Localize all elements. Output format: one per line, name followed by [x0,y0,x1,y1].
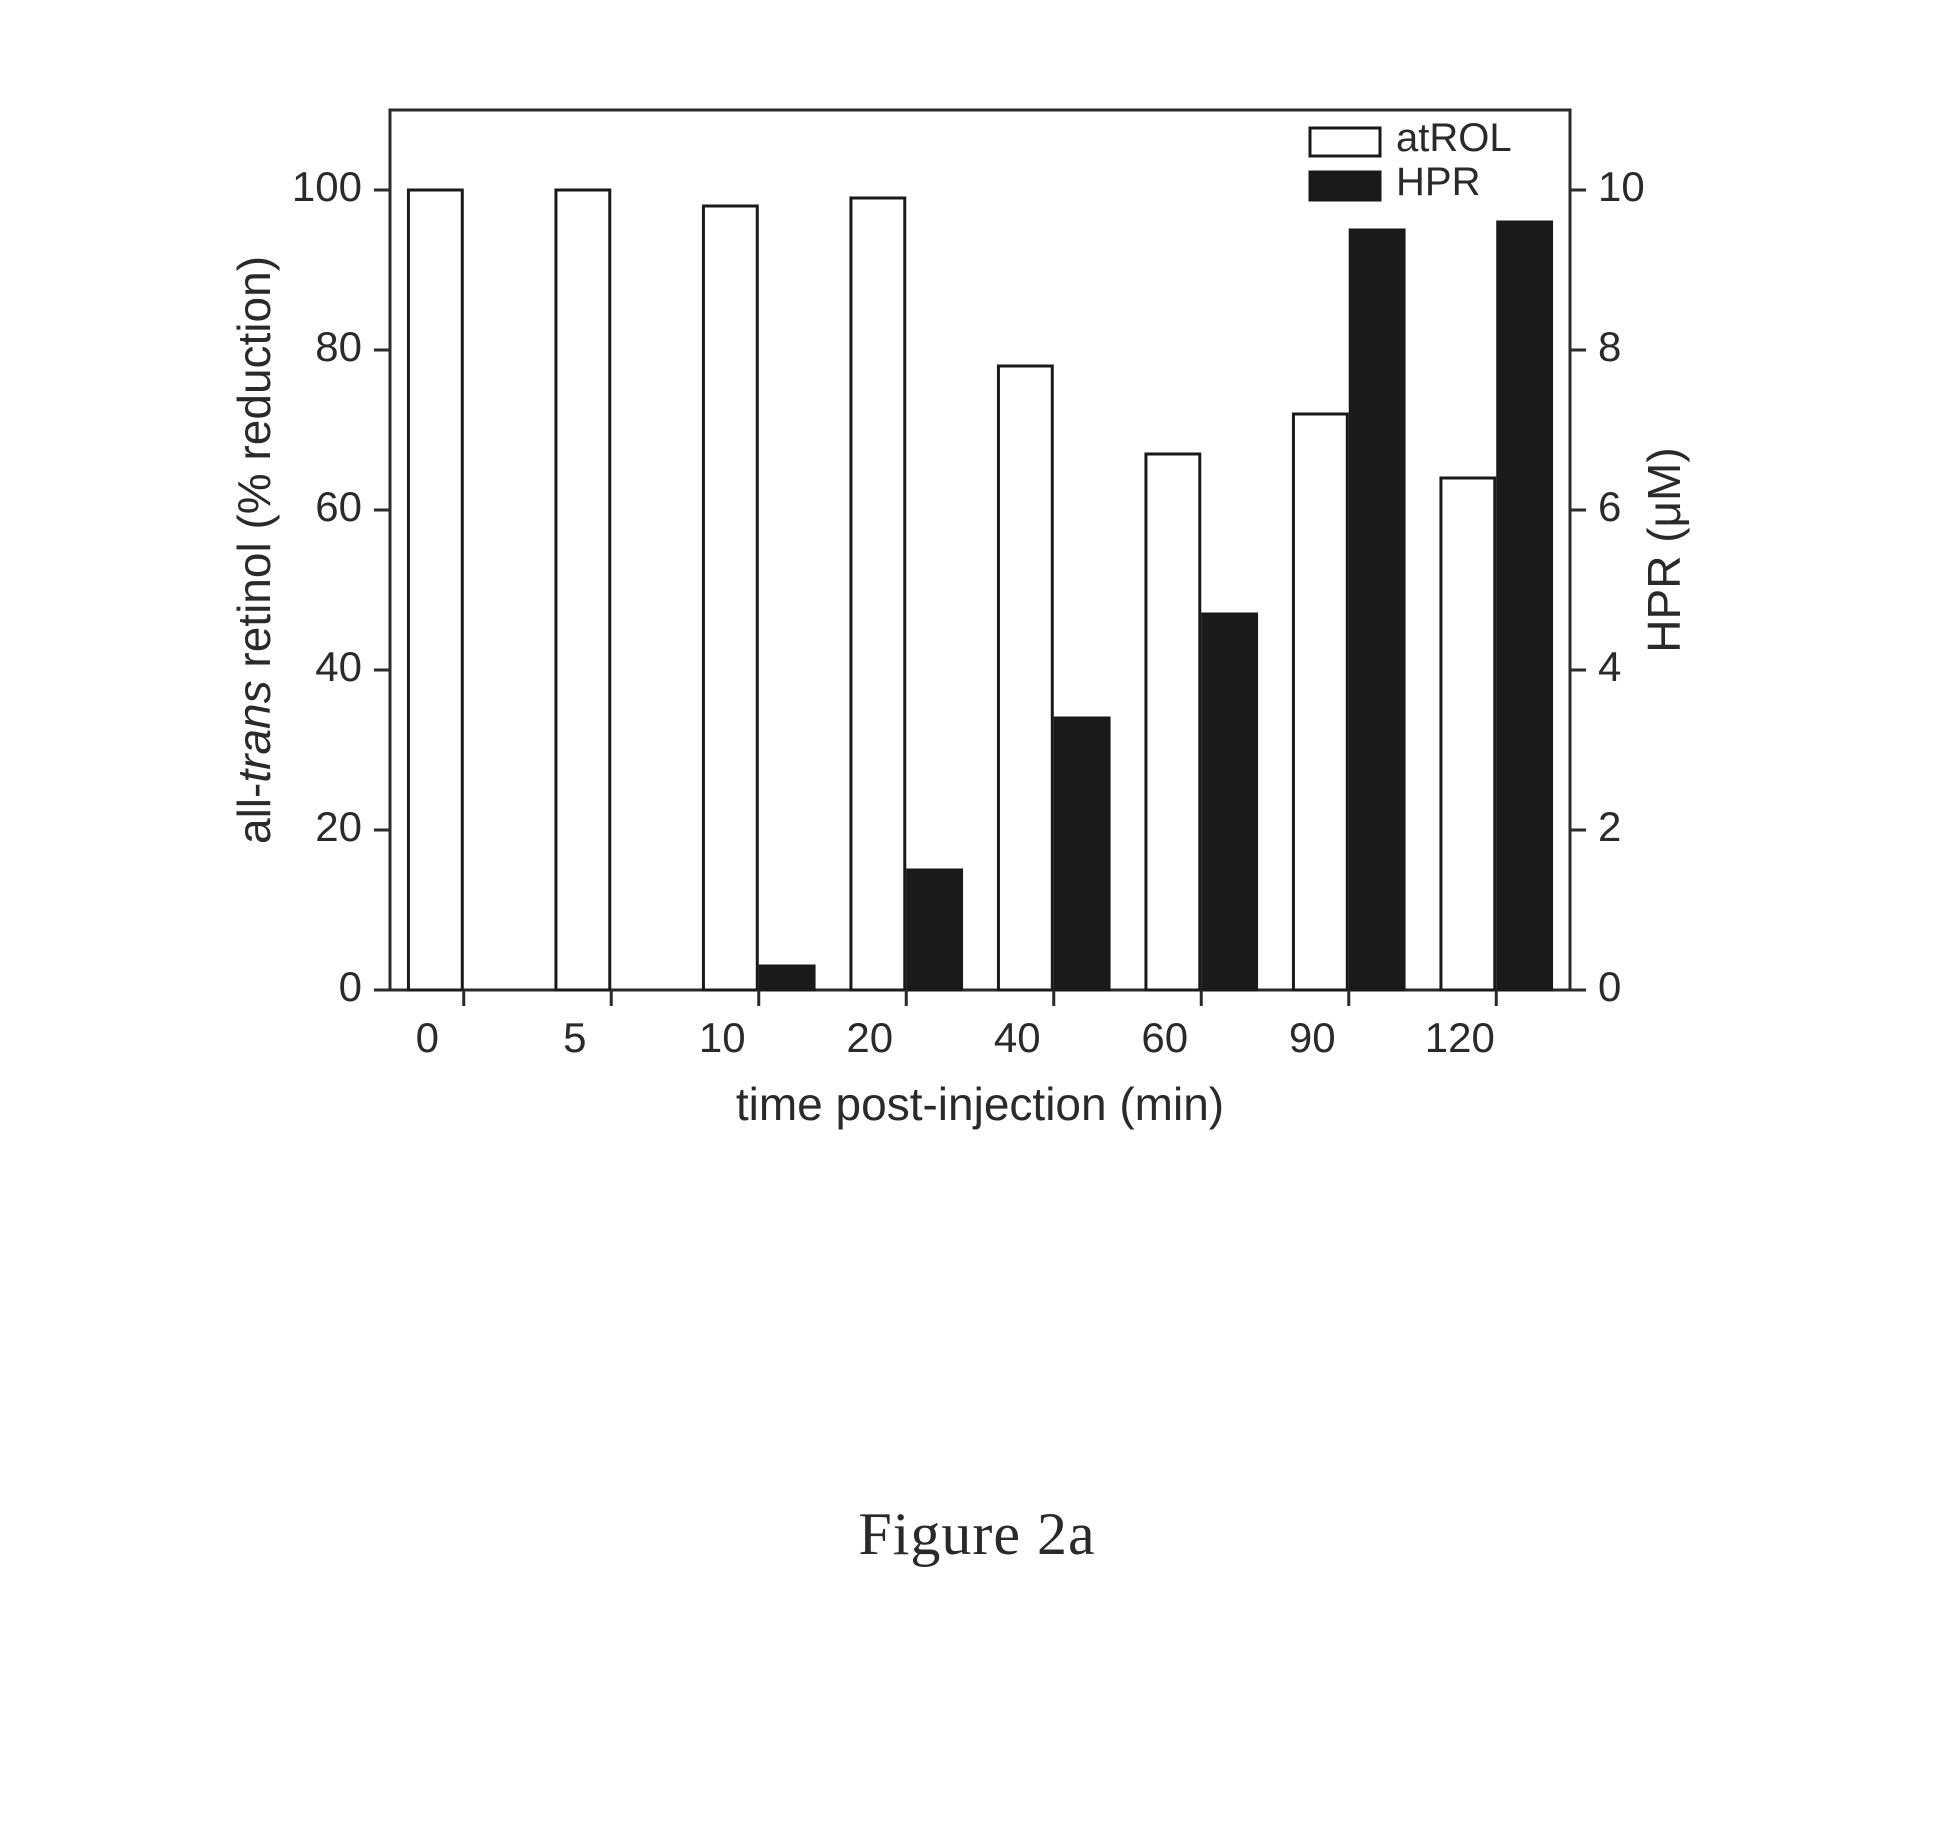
y-left-tick-label: 60 [315,483,362,530]
y-right-tick-label: 4 [1598,643,1621,690]
x-tick-label: 120 [1425,1014,1495,1061]
y-right-tick-label: 10 [1598,163,1645,210]
y-left-tick-label: 40 [315,643,362,690]
x-axis-label: time post-injection (min) [736,1078,1224,1130]
y-right-tick-label: 2 [1598,803,1621,850]
bar-atROL [1441,478,1495,990]
bar-atROL [1146,454,1200,990]
bar-atROL [556,190,610,990]
legend-label: atROL [1396,116,1512,160]
y-right-tick-label: 0 [1598,963,1621,1010]
dual-axis-bar-chart: 0204060801000246810051020406090120time p… [220,80,1720,1180]
y-right-tick-label: 8 [1598,323,1621,370]
figure-caption: Figure 2a [0,1500,1954,1569]
y-left-tick-label: 80 [315,323,362,370]
bar-atROL [703,206,757,990]
chart-container: 0204060801000246810051020406090120time p… [220,80,1720,1180]
legend-swatch [1310,172,1380,200]
bar-atROL [1293,414,1347,990]
y-left-tick-label: 20 [315,803,362,850]
bar-atROL [998,366,1052,990]
bar-atROL [851,198,905,990]
legend-label: HPR [1396,160,1480,204]
bar-HPR [1350,230,1404,990]
y-left-tick-label: 0 [339,963,362,1010]
legend-swatch [1310,128,1380,156]
bar-atROL [408,190,462,990]
bar-HPR [1203,614,1257,990]
x-tick-label: 40 [994,1014,1041,1061]
y-left-axis-label: all-trans retinol (% reduction) [228,256,280,844]
x-tick-label: 0 [416,1014,439,1061]
y-right-axis-label: HPR (μM) [1638,447,1690,652]
x-tick-label: 20 [846,1014,893,1061]
bar-HPR [1055,718,1109,990]
y-left-tick-label: 100 [292,163,362,210]
x-tick-label: 90 [1289,1014,1336,1061]
x-tick-label: 60 [1141,1014,1188,1061]
bar-HPR [908,870,962,990]
bar-HPR [760,966,814,990]
x-tick-label: 10 [699,1014,746,1061]
y-right-tick-label: 6 [1598,483,1621,530]
bar-HPR [1498,222,1552,990]
x-tick-label: 5 [563,1014,586,1061]
